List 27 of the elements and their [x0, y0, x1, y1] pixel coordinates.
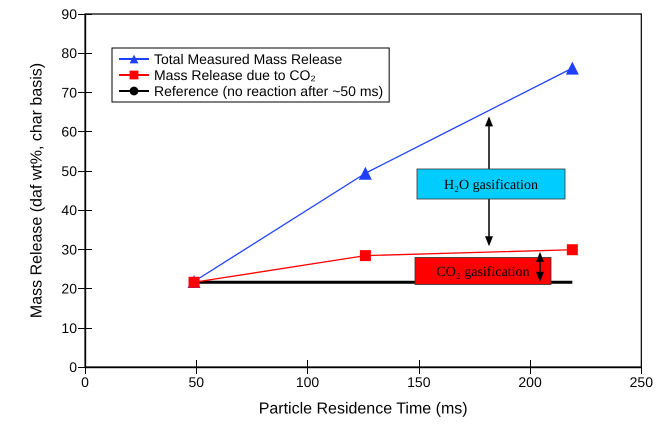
y-tick-label: 30	[61, 241, 78, 258]
x-tick-label: 200	[518, 374, 542, 390]
y-tick-label: 40	[61, 202, 78, 218]
y-tick-label: 20	[61, 280, 78, 297]
x-axis-title: Particle Residence Time (ms)	[258, 400, 468, 418]
y-tick-label: 50	[61, 162, 78, 179]
y-tick-label: 10	[61, 320, 78, 336]
point	[566, 244, 578, 256]
x-tick-label: 150	[407, 374, 431, 390]
x-tick-label: 0	[81, 374, 90, 390]
x-tick-label: 100	[296, 374, 320, 390]
y-tick-label: 60	[61, 124, 78, 140]
y-tick-label: 80	[61, 45, 78, 62]
x-tick-label: 250	[630, 374, 654, 390]
x-tick-label: 50	[188, 374, 204, 390]
point	[566, 62, 579, 75]
y-tick-label: 0	[69, 359, 78, 375]
y-tick-label: 70	[61, 84, 78, 100]
annotation: H₂O gasification	[444, 178, 538, 193]
y-tick-label: 90	[61, 6, 78, 22]
point	[360, 250, 371, 262]
y-axis-title: Mass Release (daf wt%, char basis)	[28, 62, 46, 318]
point	[358, 166, 372, 180]
annotation: CO₂ gasification	[436, 265, 530, 280]
legend-label: Reference (no reaction after ~50 ms)	[154, 83, 384, 99]
legend-label: Total Measured Mass Release	[154, 51, 343, 67]
legend-label: Mass Release due to CO₂	[154, 67, 316, 83]
